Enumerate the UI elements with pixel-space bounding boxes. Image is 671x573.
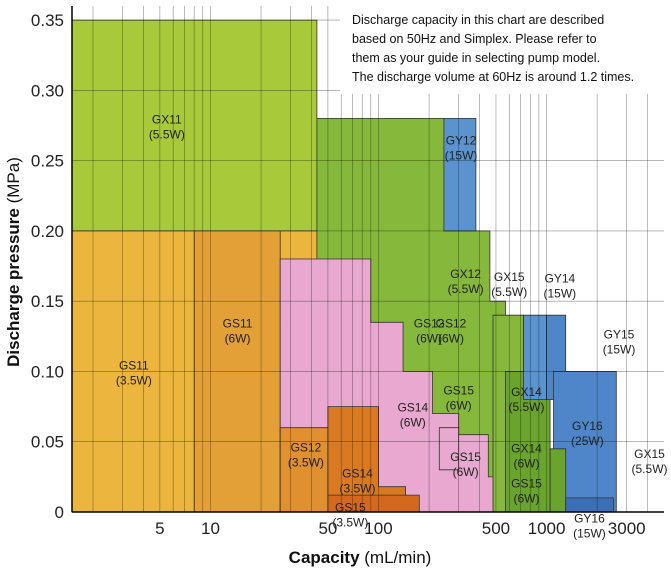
region-labels: GX11(5.5W)GS11(3.5W)GX12(5.5W)GY12(15W)G… (116, 112, 668, 540)
region-spec-0: (5.5W) (149, 127, 185, 141)
y-tick-label-2: 0.10 (31, 362, 64, 381)
region-label-7: GS14 (342, 467, 373, 481)
region-label-5: GS12 (436, 316, 467, 330)
region-spec-3: (15W) (445, 149, 478, 163)
y-axis-title-unit: (MPa) (4, 157, 23, 208)
region-label-inline-4: GS15 (511, 477, 542, 491)
y-tick-label-6: 0.30 (31, 81, 64, 100)
chart-note: Discharge capacity in this chart are des… (340, 4, 665, 94)
region-label-4: GS11 (223, 316, 253, 330)
region-spec-8: (3.5W) (332, 515, 368, 529)
region-spec-inline-0: (6W) (416, 331, 442, 345)
region-label-inline-3: GX14 (511, 441, 542, 455)
region-label-3: GY12 (446, 134, 477, 148)
y-tick-label-0: 0 (55, 503, 64, 522)
tick-labels: 5 10 50 100 500 1000 3000 0 0.05 0.10 0.15 0.20 0.25… (31, 11, 646, 538)
region-label-8: GS15 (335, 500, 366, 514)
region-gx15-15 (549, 448, 567, 513)
y-tick-label-5: 0.25 (31, 152, 64, 171)
note-box (340, 4, 665, 94)
region-spec-15: (5.5W) (632, 462, 668, 476)
region-label-15: GX15 (634, 447, 665, 461)
region-spec-12: (15W) (544, 286, 577, 300)
x-tick-label-2: 50 (318, 519, 337, 538)
region-spec-inline-2: (6W) (453, 465, 479, 479)
y-axis-title: Discharge pressure (MPa) (4, 157, 23, 367)
region-label-13: GY15 (604, 328, 635, 342)
region-spec-7: (3.5W) (340, 482, 376, 496)
region-spec-2: (5.5W) (448, 282, 484, 296)
y-axis-title-bold: Discharge pressure (4, 208, 23, 367)
x-tick-label-4: 500 (482, 519, 510, 538)
x-tick-label-5: 1000 (528, 519, 566, 538)
region-label-16: GY16 (574, 512, 605, 526)
pump-regions (71, 19, 617, 513)
region-spec-16: (15W) (573, 527, 606, 541)
region-gs15-9 (438, 427, 460, 471)
region-spec-14: (25W) (571, 434, 604, 448)
region-label-11: GX14 (511, 385, 542, 399)
region-spec-inline-3: (6W) (514, 456, 540, 470)
region-label-2: GX12 (450, 267, 481, 281)
region-label-inline-1: GS14 (397, 401, 428, 415)
x-tick-label-0: 5 (155, 519, 164, 538)
region-label-0: GX11 (152, 112, 182, 126)
note-line-2: based on 50Hz and Simplex. Please refer … (352, 32, 597, 46)
region-gy16-16 (565, 497, 614, 513)
x-tick-label-6: 3000 (608, 519, 646, 538)
note-line-3: them as your guide in selecting pump mod… (352, 51, 600, 65)
note-line-1: Discharge capacity in this chart are des… (352, 13, 604, 27)
region-label-12: GY14 (545, 271, 576, 285)
region-spec-inline-1: (6W) (400, 416, 426, 430)
region-label-1: GS11 (119, 358, 149, 372)
x-axis-title: Capacity (mL/min) (289, 548, 432, 567)
y-tick-label-3: 0.15 (31, 292, 64, 311)
x-axis-title-unit: (mL/min) (360, 548, 432, 567)
region-spec-10: (5.5W) (491, 285, 527, 299)
region-spec-9: (6W) (446, 399, 472, 413)
region-spec-inline-4: (6W) (514, 492, 540, 506)
region-spec-6: (3.5W) (288, 456, 324, 470)
region-label-14: GY16 (572, 419, 603, 433)
region-spec-1: (3.5W) (116, 373, 152, 387)
y-tick-label-1: 0.05 (31, 433, 64, 452)
region-label-10: GX15 (494, 270, 525, 284)
region-label-inline-0: GS12 (414, 316, 445, 330)
region-spec-4: (6W) (225, 331, 251, 345)
region-spec-5: (6W) (438, 331, 464, 345)
note-line-4: The discharge volume at 60Hz is around 1… (352, 70, 634, 84)
x-tick-label-3: 100 (364, 519, 392, 538)
region-gy12-3 (443, 118, 477, 232)
region-label-6: GS12 (291, 441, 322, 455)
region-spec-11: (5.5W) (509, 400, 545, 414)
x-axis-title-bold: Capacity (289, 548, 360, 567)
y-tick-label-7: 0.35 (31, 11, 64, 30)
x-tick-label-1: 10 (201, 519, 220, 538)
region-label-inline-2: GS15 (450, 450, 481, 464)
region-label-9: GS15 (443, 384, 474, 398)
region-spec-13: (15W) (603, 343, 636, 357)
y-tick-label-4: 0.20 (31, 222, 64, 241)
